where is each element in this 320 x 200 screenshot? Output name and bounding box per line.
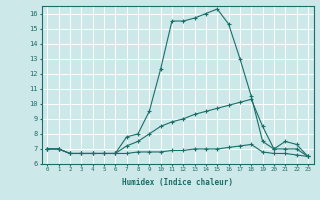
- X-axis label: Humidex (Indice chaleur): Humidex (Indice chaleur): [122, 178, 233, 187]
